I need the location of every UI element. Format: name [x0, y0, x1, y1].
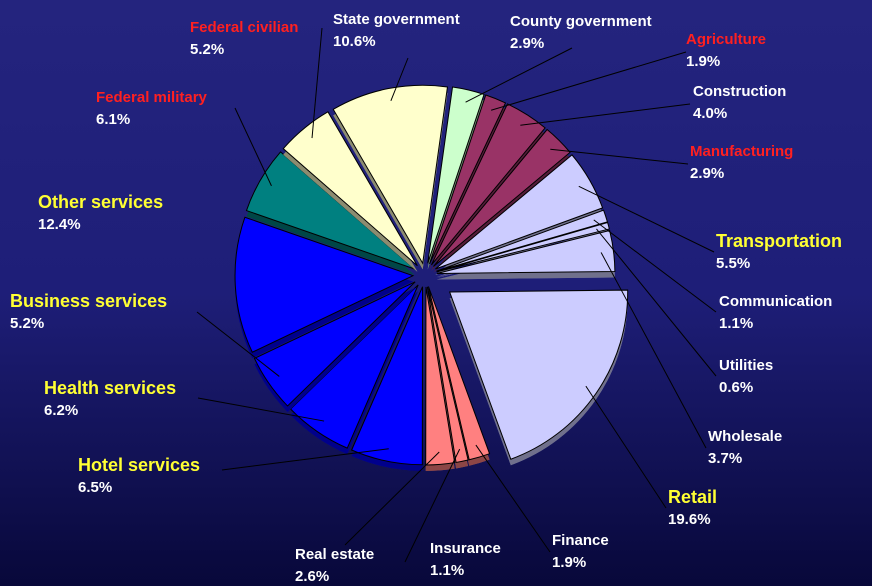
slice-label: State government [333, 11, 460, 28]
leader-line [585, 385, 667, 509]
slice [332, 84, 449, 265]
slice-value-label: 5.2% [190, 41, 224, 58]
slice [436, 229, 616, 274]
leader-line [520, 103, 691, 126]
leader-line [550, 148, 689, 165]
slice-label: County government [510, 13, 652, 30]
slice [234, 216, 415, 353]
slice-label: Other services [38, 192, 163, 212]
slice-label: Wholesale [708, 428, 782, 445]
slice [282, 111, 418, 267]
slice [428, 94, 507, 265]
labels: County government 2.9% Agriculture 1.9% Cons… [10, 11, 842, 585]
slice-value-label: 1.1% [430, 562, 464, 579]
slice-value-label: 19.6% [668, 511, 711, 528]
slice-label: Business services [10, 291, 167, 311]
slice-value-label: 5.2% [10, 315, 44, 332]
leader-line [344, 451, 440, 546]
slice [427, 86, 485, 264]
slice-label: Utilities [719, 357, 773, 374]
slice-value-label: 1.9% [552, 554, 586, 571]
slice-value-label: 3.7% [708, 450, 742, 467]
leader-line [596, 228, 717, 377]
slice [448, 289, 629, 460]
slice-label: Construction [693, 83, 786, 100]
slice-value-label: 2.9% [690, 165, 724, 182]
slice [430, 103, 546, 266]
slice-label: Health services [44, 378, 176, 398]
slice-value-label: 5.5% [716, 255, 750, 272]
slice [289, 284, 419, 449]
leader-line [196, 311, 280, 377]
slice-value-label: 6.2% [44, 402, 78, 419]
leader-line [311, 27, 323, 139]
slice [435, 154, 604, 270]
slice-value-label: 2.9% [510, 35, 544, 52]
slice-value-label: 10.6% [333, 33, 376, 50]
leader-line [234, 107, 272, 187]
slice [253, 281, 416, 407]
slice-value-label: 1.1% [719, 315, 753, 332]
slice-value-label: 12.4% [38, 216, 81, 233]
pie [234, 84, 629, 471]
slice-value-label: 6.1% [96, 111, 130, 128]
leader-line [465, 47, 573, 103]
slice-value-label: 0.6% [719, 379, 753, 396]
leader-line [600, 252, 707, 449]
leader-line [390, 57, 409, 101]
leader-line [197, 397, 325, 422]
leader-line [490, 51, 687, 111]
slice-label: Insurance [430, 540, 501, 557]
leader-line [578, 185, 715, 253]
slice [427, 286, 491, 461]
slice-value-label: 1.9% [686, 53, 720, 70]
leader-line [593, 219, 717, 313]
leader-line [475, 444, 551, 553]
slice-label: Federal civilian [190, 19, 298, 36]
slice-label: Agriculture [686, 31, 766, 48]
slice-label: Transportation [716, 231, 842, 251]
slice-label: Hotel services [78, 455, 200, 475]
leader-line [404, 448, 461, 563]
slice [350, 286, 424, 466]
slice-label: Finance [552, 532, 609, 549]
slice-label: Communication [719, 293, 832, 310]
slice [436, 209, 609, 272]
slice [433, 128, 571, 267]
slice [245, 151, 415, 270]
slice [436, 221, 610, 273]
slice [426, 286, 469, 464]
slice-label: Manufacturing [690, 143, 793, 160]
slice-value-label: 2.6% [295, 568, 329, 585]
slice-label: Federal military [96, 89, 208, 106]
leader-line [221, 448, 389, 471]
slice-label: Retail [668, 487, 717, 507]
slice-label: Real estate [295, 546, 374, 563]
slice-value-label: 6.5% [78, 479, 112, 496]
slice-value-label: 4.0% [693, 105, 727, 122]
